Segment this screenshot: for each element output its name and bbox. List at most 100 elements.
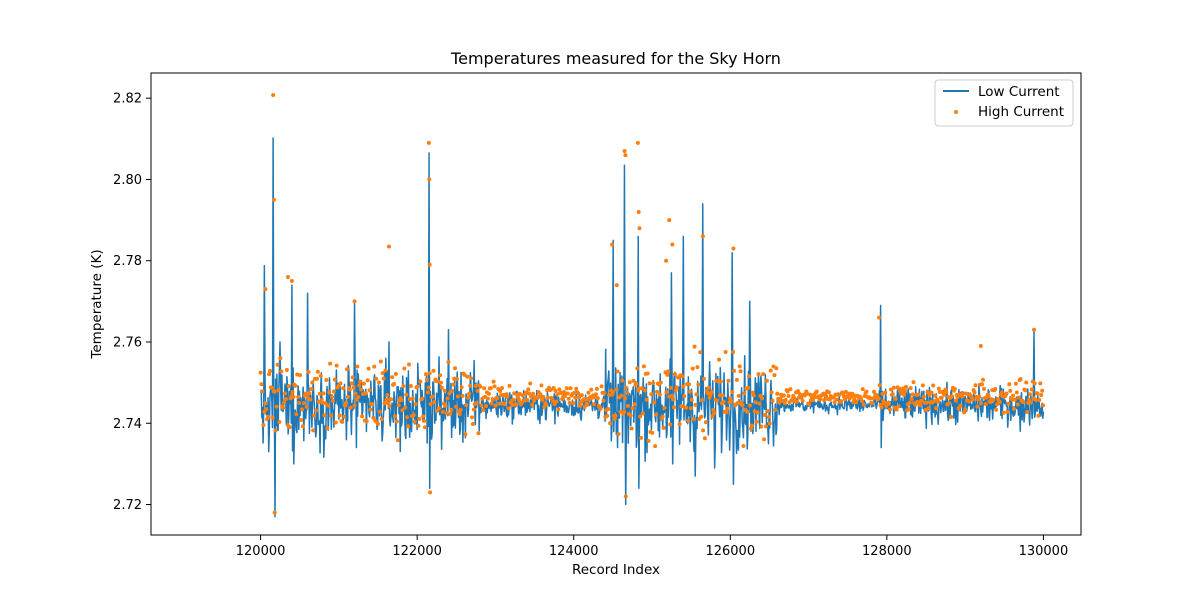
high-current-point	[303, 391, 308, 396]
high-current-point	[353, 391, 358, 396]
high-current-point	[852, 397, 857, 402]
high-current-point	[610, 389, 615, 394]
high-current-point	[356, 395, 361, 400]
high-current-point	[761, 372, 766, 377]
high-current-point	[380, 371, 385, 376]
high-current-point	[962, 410, 967, 415]
high-current-point	[687, 389, 692, 394]
high-current-point	[883, 390, 888, 395]
high-current-point	[635, 366, 640, 371]
high-current-point	[326, 403, 331, 408]
high-current-point	[454, 377, 459, 382]
high-current-outlier-point	[426, 140, 431, 145]
high-current-point	[980, 382, 985, 387]
x-tick-label: 122000	[392, 544, 442, 559]
high-current-point	[732, 368, 737, 373]
high-current-point	[949, 394, 954, 399]
high-current-point	[391, 382, 396, 387]
high-current-point	[894, 407, 899, 412]
high-current-point	[763, 412, 768, 417]
high-current-point	[553, 389, 558, 394]
high-current-point	[686, 418, 691, 423]
high-current-point	[359, 387, 364, 392]
high-current-point	[738, 369, 743, 374]
high-current-outlier-point	[877, 315, 882, 320]
high-current-point	[755, 410, 760, 415]
high-current-point	[390, 375, 395, 380]
high-current-point	[688, 406, 693, 411]
high-current-point	[960, 394, 965, 399]
high-current-point	[1006, 401, 1011, 406]
high-current-point	[975, 404, 980, 409]
high-current-point	[668, 422, 673, 427]
high-current-outlier-point	[289, 279, 294, 284]
high-current-point	[582, 404, 587, 409]
high-current-point	[1004, 391, 1009, 396]
high-current-point	[566, 396, 571, 401]
high-current-point	[903, 389, 908, 394]
high-current-point	[325, 426, 330, 431]
high-current-point	[918, 403, 923, 408]
high-current-point	[424, 377, 429, 382]
high-current-point	[315, 369, 320, 374]
high-current-point	[618, 409, 623, 414]
high-current-point	[511, 397, 516, 402]
high-current-point	[692, 344, 697, 349]
high-current-point	[896, 404, 901, 409]
high-current-point	[682, 394, 687, 399]
high-current-point	[329, 413, 334, 418]
high-current-point	[449, 407, 454, 412]
high-current-point	[457, 411, 462, 416]
high-current-point	[258, 370, 263, 375]
high-current-point	[412, 419, 417, 424]
high-current-point	[639, 386, 644, 391]
high-current-point	[624, 390, 629, 395]
high-current-point	[267, 369, 272, 373]
high-current-point	[485, 396, 490, 401]
high-current-point	[631, 378, 636, 383]
high-current-point	[627, 380, 632, 385]
high-current-point	[297, 401, 302, 406]
high-current-point	[405, 415, 410, 420]
high-current-outlier-point	[285, 274, 290, 279]
high-current-point	[393, 371, 398, 376]
high-current-outlier-point	[271, 92, 276, 97]
high-current-point	[316, 399, 321, 404]
high-current-point	[759, 424, 764, 429]
high-current-point	[1029, 387, 1034, 392]
y-axis: 2.72 2.74 2.76 2.78 2.80 2.82	[113, 92, 151, 513]
high-current-point	[700, 398, 705, 403]
high-current-point	[481, 408, 486, 413]
high-current-point	[908, 386, 913, 391]
high-current-point	[423, 372, 428, 377]
high-current-point	[300, 424, 305, 429]
high-current-point	[786, 394, 791, 398]
high-current-point	[1024, 380, 1029, 385]
high-current-point	[973, 383, 978, 388]
high-current-point	[694, 392, 699, 397]
high-current-point	[389, 397, 394, 402]
high-current-point	[299, 407, 304, 412]
legend-low-current-label: Low Current	[978, 84, 1060, 100]
high-current-point	[491, 379, 496, 384]
x-tick-label: 128000	[862, 544, 912, 559]
high-current-point	[431, 368, 436, 373]
high-current-point	[842, 397, 847, 402]
high-current-point	[502, 401, 507, 406]
high-current-point	[641, 364, 646, 369]
high-current-point	[893, 396, 898, 401]
high-current-point	[470, 422, 475, 427]
legend-high-current-label: High Current	[978, 104, 1064, 120]
high-current-point	[1013, 381, 1018, 386]
high-current-point	[564, 386, 569, 391]
high-current-point	[645, 371, 650, 376]
y-tick-label: 2.76	[113, 335, 142, 350]
high-current-point	[1037, 397, 1042, 402]
high-current-point	[427, 371, 432, 376]
high-current-point	[396, 403, 401, 408]
high-current-point	[665, 372, 670, 377]
high-current-point	[447, 391, 452, 396]
high-current-point	[725, 406, 730, 411]
high-current-point	[448, 411, 453, 416]
high-current-point	[933, 393, 938, 398]
